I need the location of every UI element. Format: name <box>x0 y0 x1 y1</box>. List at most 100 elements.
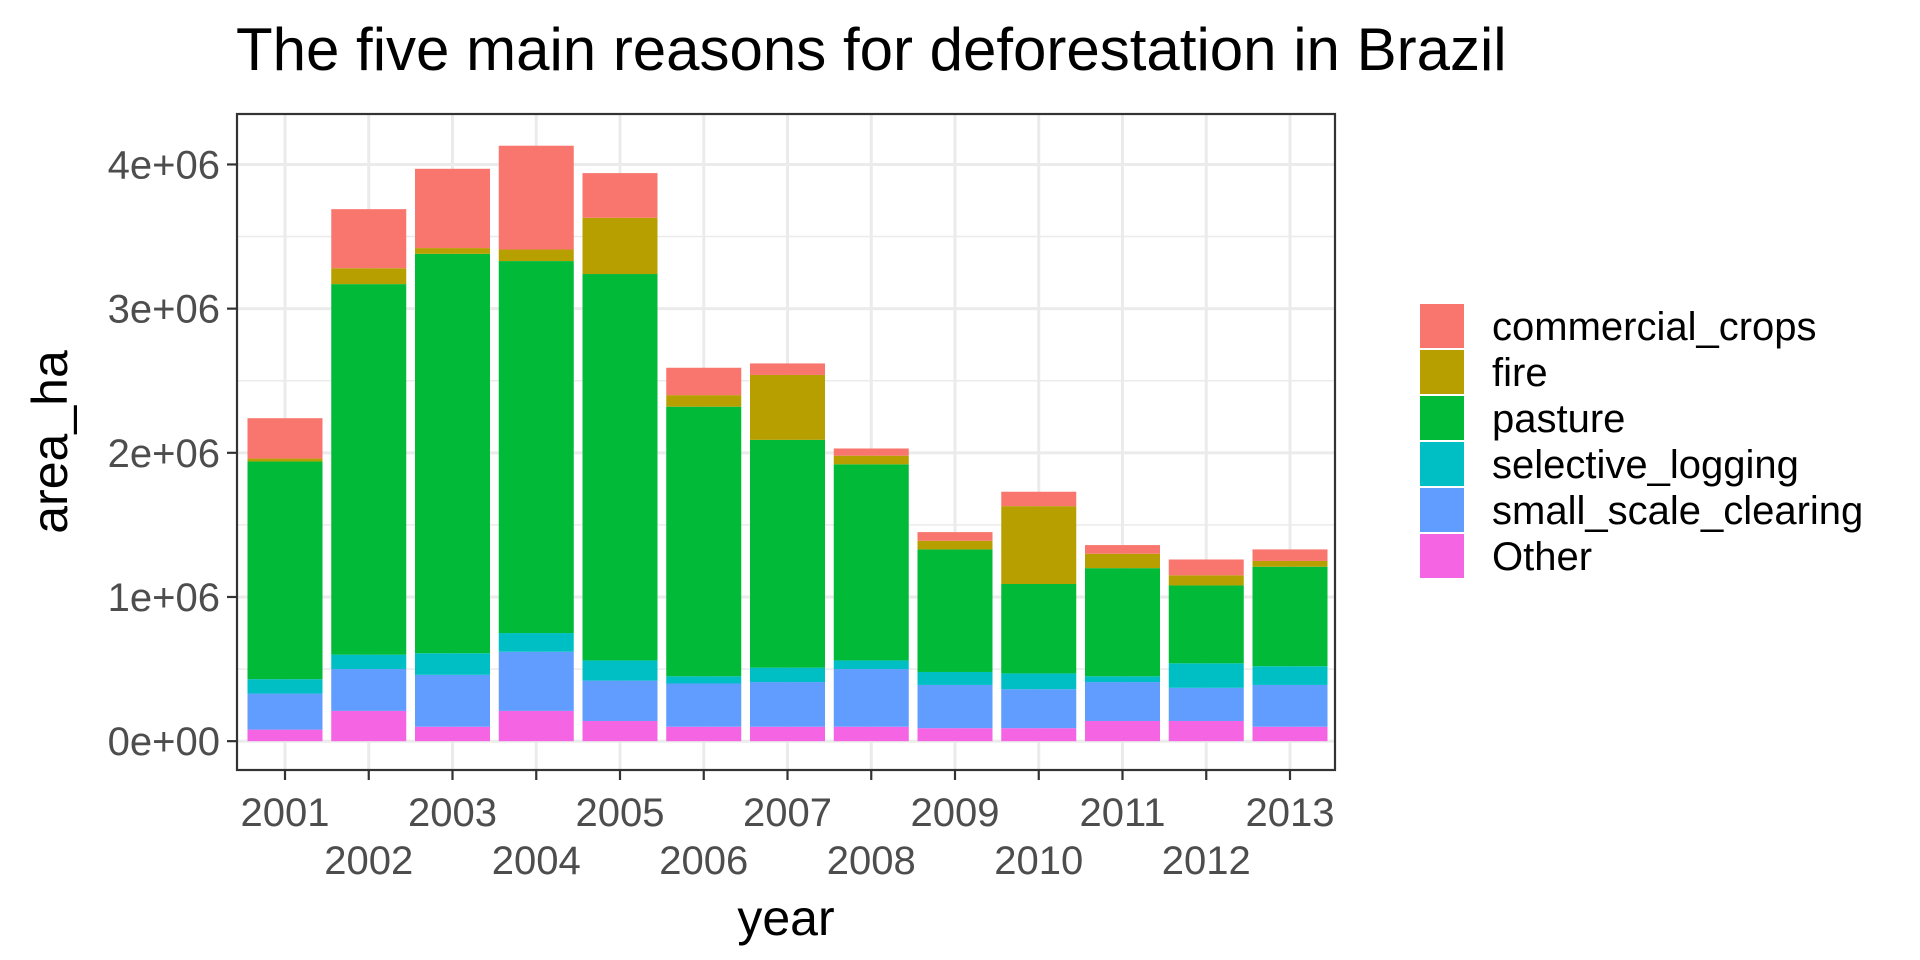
x-tick-label: 2006 <box>659 839 748 883</box>
bar-commercial_crops-2012 <box>1168 559 1244 576</box>
legend-swatch <box>1420 488 1464 532</box>
bar-stack-2009 <box>917 532 993 742</box>
bar-small_scale_clearing-2010 <box>1001 689 1077 729</box>
bar-stack-2001 <box>247 418 323 742</box>
legend-item-pasture: pasture <box>1420 396 1625 441</box>
bar-stack-2012 <box>1168 559 1244 742</box>
legend-item-Other: Other <box>1420 534 1592 579</box>
bar-commercial_crops-2008 <box>833 448 909 456</box>
y-tick-label: 1e+06 <box>108 576 220 620</box>
legend: commercial_cropsfirepastureselective_log… <box>1420 304 1863 579</box>
bar-Other-2005 <box>582 720 658 742</box>
bar-commercial_crops-2009 <box>917 532 993 541</box>
bar-selective_logging-2013 <box>1252 666 1328 685</box>
legend-swatch <box>1420 396 1464 440</box>
y-axis-title: area_ha <box>22 350 78 534</box>
bar-Other-2004 <box>498 710 574 742</box>
bar-selective_logging-2007 <box>750 667 825 683</box>
bar-fire-2011 <box>1085 553 1160 569</box>
bar-pasture-2007 <box>750 439 825 668</box>
bar-selective_logging-2006 <box>666 676 742 684</box>
bar-commercial_crops-2001 <box>247 418 323 459</box>
legend-label: pasture <box>1492 397 1625 441</box>
bar-pasture-2003 <box>415 253 490 654</box>
bar-small_scale_clearing-2004 <box>498 651 574 711</box>
legend-label: small_scale_clearing <box>1492 489 1863 533</box>
legend-item-commercial_crops: commercial_crops <box>1420 304 1817 349</box>
bars <box>247 145 1328 742</box>
x-tick-label: 2002 <box>324 839 413 883</box>
bar-pasture-2008 <box>833 464 909 661</box>
legend-swatch <box>1420 304 1464 348</box>
bar-selective_logging-2003 <box>415 653 490 675</box>
y-tick-label: 2e+06 <box>108 432 220 476</box>
bar-commercial_crops-2010 <box>1001 491 1077 507</box>
bar-commercial_crops-2013 <box>1252 549 1328 561</box>
bar-small_scale_clearing-2007 <box>750 682 825 727</box>
bar-Other-2007 <box>750 726 825 742</box>
bar-Other-2003 <box>415 726 490 742</box>
bar-selective_logging-2008 <box>833 660 909 670</box>
bar-fire-2004 <box>498 249 574 262</box>
bar-selective_logging-2004 <box>498 633 574 652</box>
legend-swatch <box>1420 534 1464 578</box>
bar-pasture-2010 <box>1001 584 1077 674</box>
x-axis-title: year <box>737 890 834 946</box>
bar-Other-2009 <box>917 728 993 742</box>
legend-label: commercial_crops <box>1492 305 1817 349</box>
x-tick-label: 2003 <box>408 791 497 835</box>
bar-fire-2013 <box>1252 560 1328 567</box>
bar-fire-2003 <box>415 248 490 254</box>
bar-pasture-2002 <box>331 284 407 655</box>
bar-pasture-2009 <box>917 549 993 672</box>
bar-Other-2002 <box>331 710 407 742</box>
bar-commercial_crops-2011 <box>1085 545 1160 554</box>
legend-swatch <box>1420 442 1464 486</box>
bar-Other-2013 <box>1252 726 1328 742</box>
bar-stack-2002 <box>331 209 407 742</box>
bar-fire-2008 <box>833 455 909 465</box>
y-axis: 0e+00 1e+06 2e+06 3e+06 4e+06 <box>108 143 237 764</box>
legend-item-selective_logging: selective_logging <box>1420 442 1799 487</box>
x-tick-label: 2005 <box>576 791 665 835</box>
bar-commercial_crops-2005 <box>582 173 658 218</box>
bar-fire-2009 <box>917 540 993 550</box>
x-tick-label: 2009 <box>911 791 1000 835</box>
bar-Other-2010 <box>1001 728 1077 742</box>
y-tick-label: 4e+06 <box>108 143 220 187</box>
legend-swatch <box>1420 350 1464 394</box>
bar-fire-2006 <box>666 395 742 407</box>
bar-selective_logging-2002 <box>331 654 407 670</box>
bar-selective_logging-2011 <box>1085 676 1160 683</box>
x-tick-label: 2012 <box>1162 839 1251 883</box>
bar-commercial_crops-2006 <box>666 367 742 396</box>
bar-small_scale_clearing-2011 <box>1085 682 1160 721</box>
bar-stack-2003 <box>415 168 490 742</box>
bar-Other-2008 <box>833 726 909 742</box>
bar-stack-2004 <box>498 145 574 742</box>
legend-item-fire: fire <box>1420 350 1548 395</box>
bar-small_scale_clearing-2002 <box>331 669 407 711</box>
bar-pasture-2012 <box>1168 585 1244 664</box>
x-axis: 2001200220032004200520062007200820092010… <box>241 770 1335 883</box>
y-tick-label: 3e+06 <box>108 288 220 332</box>
bar-pasture-2011 <box>1085 568 1160 677</box>
bar-pasture-2006 <box>666 406 742 677</box>
x-tick-label: 2013 <box>1246 791 1335 835</box>
bar-pasture-2005 <box>582 274 658 661</box>
bar-pasture-2004 <box>498 261 574 634</box>
legend-item-small_scale_clearing: small_scale_clearing <box>1420 488 1863 533</box>
bar-fire-2001 <box>247 458 323 462</box>
bar-Other-2012 <box>1168 720 1244 742</box>
bar-Other-2001 <box>247 729 323 742</box>
bar-commercial_crops-2003 <box>415 168 490 249</box>
bar-fire-2002 <box>331 268 407 285</box>
bar-stack-2005 <box>582 173 658 742</box>
bar-stack-2008 <box>833 448 909 742</box>
bar-Other-2011 <box>1085 720 1160 742</box>
bar-selective_logging-2005 <box>582 660 658 681</box>
x-tick-label: 2008 <box>827 839 916 883</box>
bar-fire-2012 <box>1168 575 1244 586</box>
x-tick-label: 2011 <box>1079 791 1165 835</box>
